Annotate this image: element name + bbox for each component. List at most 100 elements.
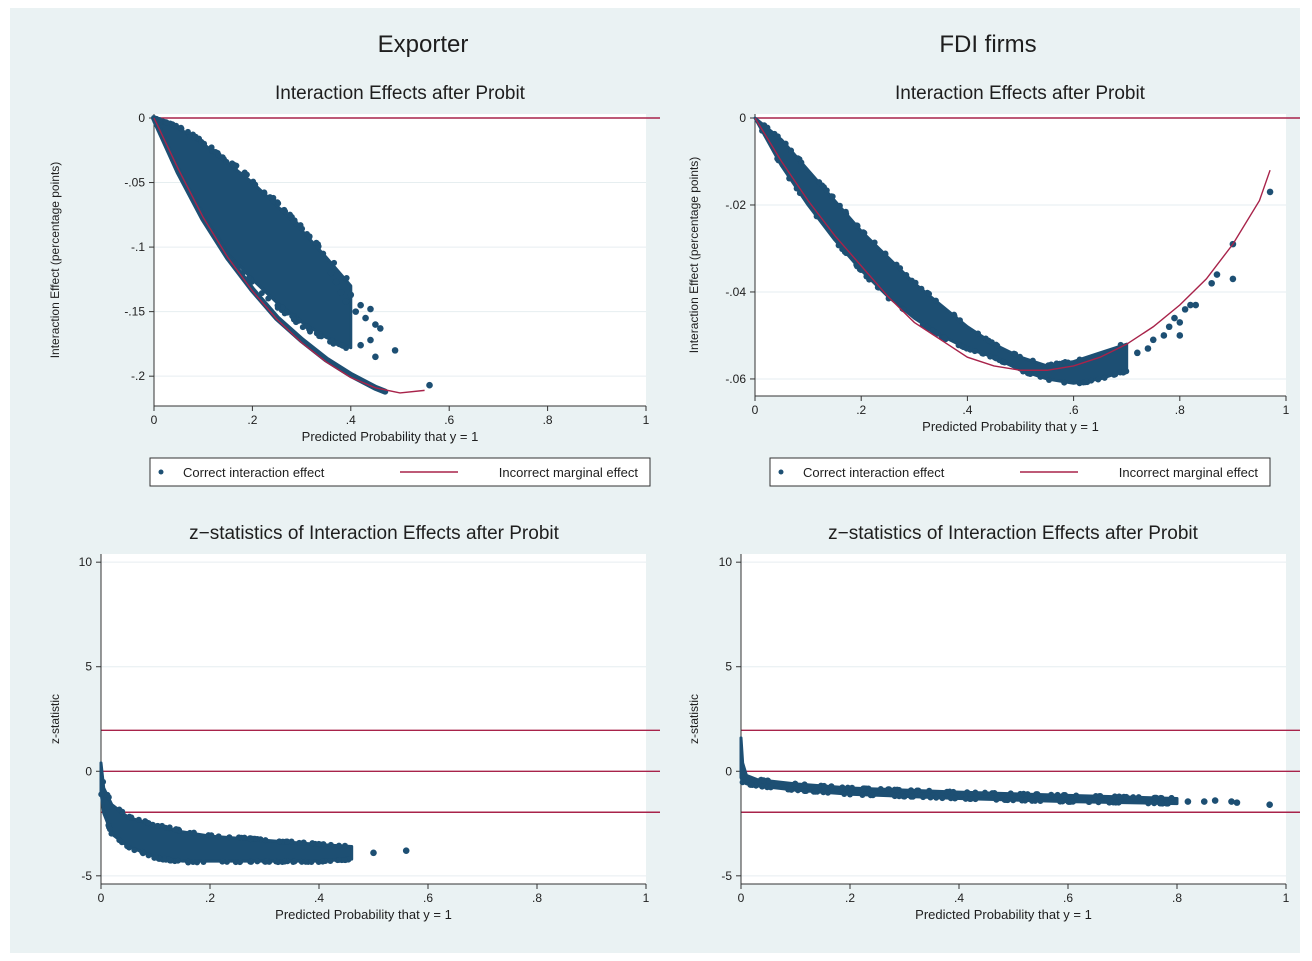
data-point bbox=[939, 795, 946, 802]
data-point bbox=[1123, 793, 1130, 800]
data-point bbox=[320, 250, 327, 257]
data-point bbox=[1112, 371, 1119, 378]
x-tick-label: .8 bbox=[1172, 891, 1182, 905]
data-point bbox=[367, 336, 374, 344]
data-point bbox=[801, 781, 808, 788]
data-point bbox=[1168, 795, 1175, 802]
data-point bbox=[847, 791, 854, 798]
data-point bbox=[891, 786, 898, 793]
data-point bbox=[882, 250, 889, 257]
data-point bbox=[303, 323, 310, 330]
data-point bbox=[1181, 306, 1189, 313]
scatter-edge bbox=[151, 115, 389, 395]
data-point bbox=[951, 311, 958, 318]
data-point bbox=[1157, 794, 1164, 801]
data-point bbox=[920, 794, 927, 801]
x-tick-label: .6 bbox=[423, 891, 433, 905]
data-point bbox=[290, 218, 297, 225]
data-point bbox=[341, 842, 348, 849]
y-axis-label: z-statistic bbox=[48, 694, 62, 744]
scatter-series bbox=[739, 736, 1273, 809]
data-point bbox=[275, 200, 282, 207]
x-tick-label: .4 bbox=[314, 891, 324, 905]
data-point bbox=[169, 121, 176, 128]
data-point bbox=[950, 788, 957, 795]
data-point bbox=[343, 274, 350, 281]
data-point bbox=[782, 140, 789, 147]
data-point bbox=[167, 857, 174, 864]
data-point bbox=[1176, 332, 1184, 339]
data-point bbox=[962, 795, 969, 802]
data-point bbox=[952, 795, 959, 802]
y-tick-label: -5 bbox=[721, 869, 732, 883]
data-point bbox=[956, 317, 963, 324]
data-point bbox=[247, 836, 254, 843]
data-point bbox=[1037, 797, 1044, 804]
data-point bbox=[1101, 374, 1108, 381]
data-point bbox=[185, 859, 192, 866]
data-point bbox=[1054, 791, 1061, 798]
data-point bbox=[219, 858, 226, 865]
data-point bbox=[139, 850, 146, 857]
data-point bbox=[1144, 345, 1152, 352]
data-point bbox=[254, 858, 261, 865]
data-point bbox=[1073, 792, 1080, 799]
data-point bbox=[1229, 275, 1237, 283]
data-point bbox=[975, 330, 982, 337]
data-point bbox=[941, 334, 948, 341]
y-tick-label: -.04 bbox=[725, 285, 746, 299]
plot-area bbox=[741, 554, 1286, 884]
x-tick-label: 0 bbox=[738, 891, 745, 905]
data-point bbox=[159, 822, 166, 829]
data-point bbox=[336, 856, 343, 863]
data-point bbox=[391, 347, 399, 354]
data-point bbox=[1037, 373, 1044, 380]
data-point bbox=[1048, 791, 1055, 798]
chart-fdi-zstat: 0 .2 .4 .6 .8 1 10 5 0 -5 z−statistics of Interact… bbox=[687, 523, 1300, 922]
data-point bbox=[241, 834, 248, 841]
data-point bbox=[226, 834, 233, 841]
y-tick-label: -.05 bbox=[124, 176, 145, 190]
legend-label-line: Incorrect marginal effect bbox=[1119, 465, 1259, 480]
data-point bbox=[835, 242, 842, 249]
data-point bbox=[854, 263, 861, 270]
data-point bbox=[372, 353, 379, 361]
data-point bbox=[252, 181, 259, 188]
data-point bbox=[1121, 368, 1128, 375]
data-point bbox=[1176, 319, 1184, 326]
data-point bbox=[342, 298, 350, 305]
data-point bbox=[291, 858, 298, 865]
data-point bbox=[263, 858, 270, 865]
data-point bbox=[875, 284, 882, 291]
legend-label-line: Incorrect marginal effect bbox=[499, 465, 639, 480]
data-point bbox=[816, 179, 823, 186]
data-point bbox=[357, 301, 364, 309]
data-point bbox=[135, 816, 142, 823]
y-axis-label: Interaction Effect (percentage points) bbox=[687, 157, 701, 354]
x-axis-label: Predicted Probability that y = 1 bbox=[922, 419, 1099, 434]
x-axis-label: Predicted Probability that y = 1 bbox=[275, 907, 452, 922]
data-point bbox=[748, 781, 755, 788]
data-point bbox=[788, 147, 795, 154]
data-point bbox=[279, 207, 286, 214]
plot-area bbox=[755, 114, 1286, 396]
x-tick-label: .4 bbox=[954, 891, 964, 905]
data-point bbox=[991, 789, 998, 796]
data-point bbox=[863, 273, 870, 280]
x-tick-label: 0 bbox=[151, 413, 158, 427]
data-point bbox=[926, 290, 933, 297]
data-point bbox=[327, 841, 334, 848]
data-point bbox=[178, 125, 185, 132]
data-point bbox=[116, 837, 123, 844]
data-point bbox=[824, 789, 831, 796]
data-point bbox=[337, 288, 345, 296]
data-point bbox=[335, 842, 342, 849]
data-point bbox=[265, 295, 272, 302]
data-point bbox=[262, 837, 269, 844]
data-point bbox=[1046, 376, 1053, 383]
data-point bbox=[1153, 794, 1160, 801]
y-axis-label: z-statistic bbox=[687, 694, 701, 744]
data-point bbox=[320, 841, 327, 848]
data-point bbox=[1134, 349, 1141, 357]
